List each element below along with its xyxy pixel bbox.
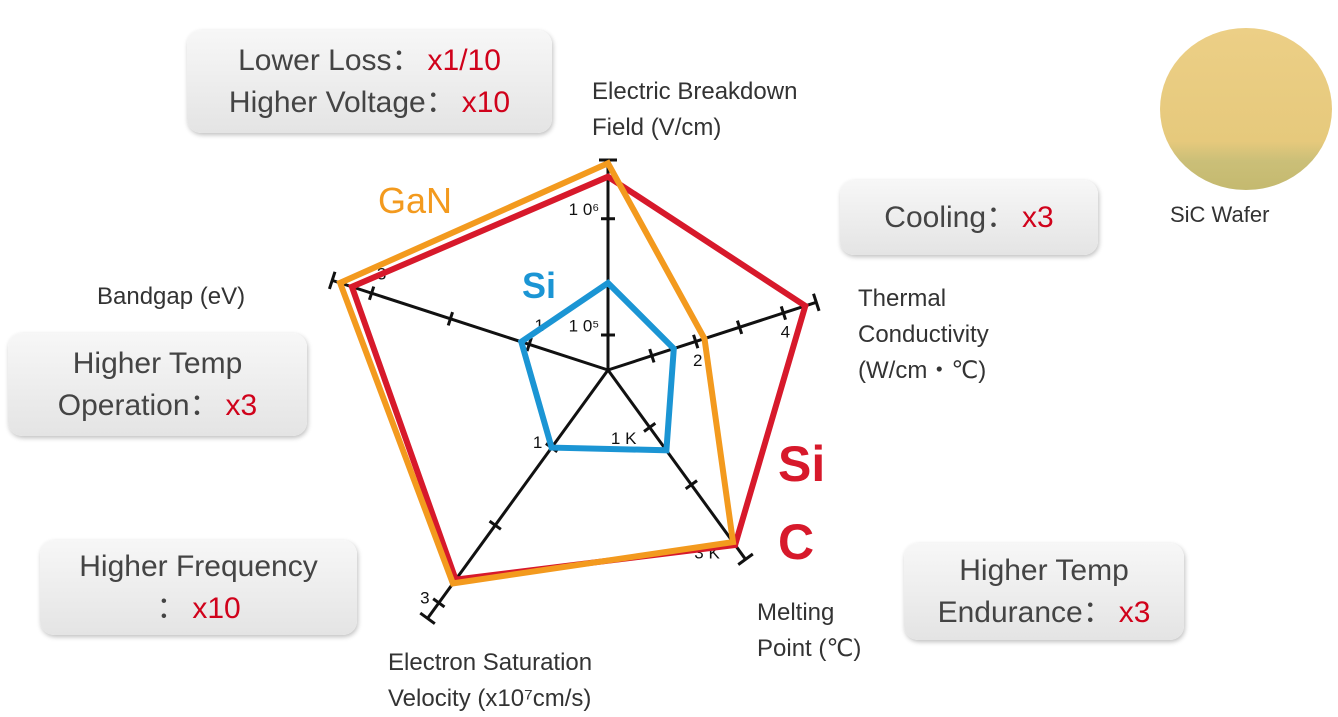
callout-text: Operation：: [58, 389, 220, 422]
axis-title: Melting Point (℃): [757, 595, 861, 667]
callout: Cooling：x3: [840, 180, 1098, 255]
callout-line: Higher Frequency: [79, 546, 317, 588]
tick-mark: [369, 287, 373, 300]
tick-mark: [644, 423, 655, 431]
wafer-image: [1160, 28, 1332, 190]
tick-label: 2: [693, 351, 702, 370]
wafer-label: SiC Wafer: [1170, 202, 1269, 228]
tick-label: 1 K: [611, 429, 637, 448]
series-label: SiC: [778, 425, 834, 581]
callout-highlight: x3: [1022, 201, 1054, 234]
tick-label: 1 0⁵: [569, 316, 600, 335]
minor-tick: [737, 321, 741, 334]
tick-mark: [781, 306, 785, 319]
callout-line: Cooling：x3: [884, 197, 1053, 239]
callout-highlight: x10: [192, 592, 240, 625]
minor-tick: [686, 481, 697, 489]
callout-line: Operation：x3: [58, 385, 257, 427]
axis-end-cap: [738, 554, 753, 565]
series-label: Si: [522, 265, 556, 306]
callout-highlight: x1/10: [428, 44, 501, 77]
callout-text: Endurance：: [938, 596, 1113, 629]
callout: Higher Frequency ：x10: [40, 540, 357, 635]
tick-label: 4: [781, 322, 790, 341]
minor-tick: [448, 312, 452, 325]
callout-line: Higher Voltage：x10: [229, 82, 510, 124]
callout-highlight: x3: [226, 389, 258, 422]
tick-label: 1 0⁶: [569, 200, 600, 219]
callout-text: Higher Voltage：: [229, 86, 456, 119]
series-label: GaN: [378, 180, 452, 221]
axis-title: Bandgap (eV): [97, 279, 245, 315]
callout-line: Higher Temp: [959, 550, 1129, 592]
callout-line: Lower Loss：x1/10: [238, 40, 501, 82]
callout-text: Higher Temp: [959, 554, 1129, 587]
callout-line: Higher Temp: [73, 343, 243, 385]
tick-label: 1: [533, 433, 542, 452]
minor-tick: [490, 521, 501, 529]
callout-line: Endurance：x3: [938, 592, 1151, 634]
minor-tick: [650, 349, 654, 362]
callout-text: Higher Temp: [73, 347, 243, 380]
callout: Higher Temp Endurance：x3: [904, 543, 1184, 640]
axis-title: Electric Breakdown Field (V/cm): [592, 74, 797, 146]
callout: Lower Loss：x1/10 Higher Voltage：x10: [187, 30, 552, 133]
callout-highlight: x10: [462, 86, 510, 119]
axis-end-cap: [420, 613, 435, 624]
callout-line: ：x10: [156, 588, 240, 630]
page: { "chart_data": { "type": "radar", "axes…: [0, 0, 1338, 715]
callout-text: Lower Loss：: [238, 44, 421, 77]
axis-title: Electron Saturation Velocity (x10⁷cm/s): [388, 645, 592, 717]
callout-text: Higher Frequency: [79, 550, 317, 583]
tick-mark: [694, 335, 698, 348]
callout: Higher Temp Operation：x3: [8, 333, 307, 436]
tick-mark: [433, 599, 444, 607]
series-line: [352, 177, 805, 580]
callout-highlight: x3: [1119, 596, 1151, 629]
callout-text: Cooling：: [884, 201, 1016, 234]
tick-label: 3: [420, 588, 429, 607]
axis-title: Thermal Conductivity (W/cm・℃): [858, 281, 989, 389]
callout-text: ：: [156, 592, 186, 625]
